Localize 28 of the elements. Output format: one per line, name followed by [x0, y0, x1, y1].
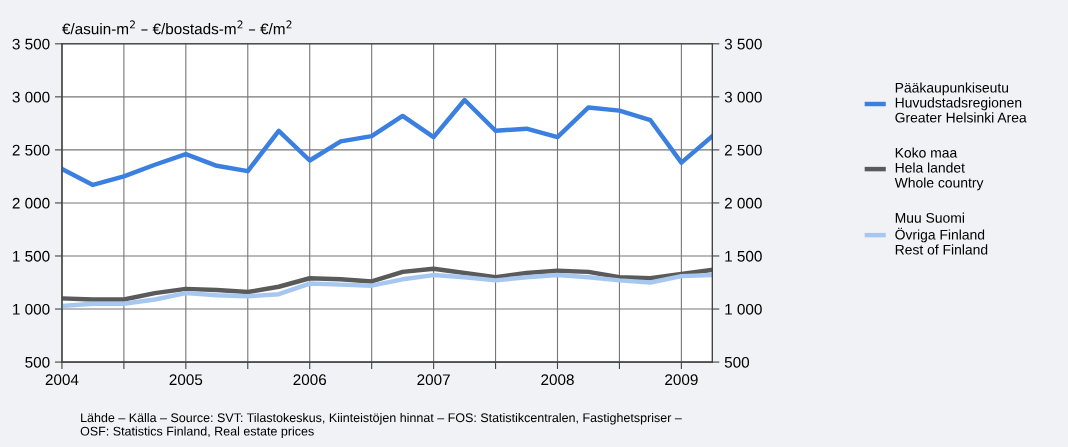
line-series: [61, 97, 713, 188]
y2-tick-label: 3 000: [724, 91, 762, 103]
legend-label: Koko maa Hela landet Whole country: [894, 147, 984, 191]
y-tick-label: 3 000: [12, 91, 50, 103]
x-tick-label: 2005: [169, 374, 203, 386]
y-tick-label: 1 500: [13, 250, 50, 262]
y-tick-label: 2 500: [12, 144, 50, 156]
legend-label: Muu Suomi Övriga Finland Rest of Finland: [895, 212, 988, 255]
y-tick-label: 2 000: [12, 197, 50, 209]
x-tick-label: 2004: [45, 374, 79, 386]
y2-tick-label: 500: [724, 356, 750, 368]
y2-tick-label: 1 500: [725, 250, 762, 262]
y2-tick-label: 2 500: [724, 144, 762, 156]
y-axis-title: €/asuin-m$^{2}$ – €/bostads-m$^{2}$ – €/m$^{2}$: [62, 20, 292, 35]
text: Lähde – Källa – Source: SVT: Tilastokeskus, Kiinteistöjen hinnat – FOS: Statistikcentralen, Fastighetspriser – OSF: Statistics Finland, Real estate prices: [80, 412, 682, 439]
y2-tick-label: 1 000: [725, 303, 762, 315]
x-tick-label: 2007: [417, 374, 450, 386]
x-tick-label: 2006: [293, 374, 327, 386]
legend-label: Pääkaupunkiseutu Huvudstadsregionen Greater Helsinki Area: [895, 82, 1027, 123]
y-tick-label: 500: [25, 356, 50, 368]
x-tick-label: 2008: [541, 374, 574, 386]
line-series: [61, 272, 713, 309]
y-tick-label: 1 000: [13, 303, 50, 315]
y2-tick-label: 3 500: [724, 38, 762, 50]
y-tick-label: 3 500: [12, 38, 50, 50]
line-series: [61, 266, 713, 302]
y2-tick-label: 2 000: [724, 197, 762, 209]
x-tick-label: 2009: [665, 374, 698, 386]
